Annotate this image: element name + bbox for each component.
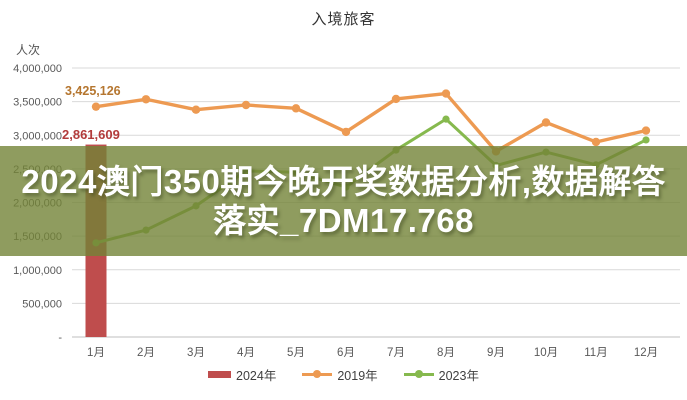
watermark-text-line2: 落实_7DM17.768 (213, 202, 474, 239)
x-tick-label: 9月 (487, 347, 505, 359)
chart-legend: 2024年 2019年 2023年 (0, 365, 687, 384)
marker-2019年 (291, 104, 301, 113)
legend-line-swatch-icon (403, 370, 434, 379)
x-tick-label: 6月 (337, 347, 355, 359)
legend-label-2023: 2023年 (438, 369, 479, 383)
legend-bar-swatch-icon (208, 371, 232, 378)
y-tick-label: 3,500,000 (13, 97, 62, 109)
marker-2019年 (641, 126, 651, 135)
legend-line-swatch-icon (302, 370, 333, 379)
legend-label-2024: 2024年 (236, 369, 277, 383)
marker-2019年 (241, 100, 251, 110)
marker-2019年 (341, 127, 351, 137)
marker-2019年 (91, 102, 101, 111)
x-tick-label: 12月 (634, 347, 658, 359)
y-tick-label: - (58, 332, 62, 344)
x-tick-label: 10月 (534, 347, 558, 359)
marker-2023年 (442, 115, 450, 123)
legend-item-2023: 2023年 (403, 365, 479, 384)
y-tick-label: 1,000,000 (13, 265, 62, 277)
x-tick-label: 5月 (287, 347, 305, 359)
marker-2019年 (591, 137, 601, 147)
marker-2019年 (541, 118, 551, 127)
x-tick-label: 2月 (137, 347, 155, 359)
x-tick-label: 8月 (437, 347, 455, 359)
marker-2019年 (391, 94, 401, 104)
x-tick-label: 7月 (387, 347, 405, 359)
legend-item-2024: 2024年 (208, 365, 276, 384)
marker-2019年 (191, 105, 201, 114)
x-tick-label: 1月 (87, 347, 105, 359)
x-tick-label: 11月 (584, 347, 607, 359)
data-label-2019-jan: 3,425,126 (65, 84, 121, 98)
y-axis-unit-label: 人次 (16, 43, 41, 57)
marker-2019年 (141, 95, 151, 104)
watermark-text-line1: 2024澳门350期今晚开奖数据分析,数据解答 (21, 163, 666, 200)
marker-2019年 (441, 89, 451, 98)
x-tick-label: 4月 (237, 347, 255, 359)
legend-item-2019: 2019年 (302, 365, 378, 384)
y-tick-label: 3,000,000 (13, 130, 62, 142)
marker-2023年 (642, 136, 650, 144)
legend-label-2019: 2019年 (337, 369, 378, 383)
watermark-banner: 2024澳门350期今晚开奖数据分析,数据解答 落实_7DM17.768 (0, 146, 687, 256)
line-2019年 (94, 91, 648, 154)
y-tick-label: 500,000 (22, 298, 62, 310)
chart-title: 入境旅客 (311, 11, 376, 28)
data-label-2024-jan: 2,861,609 (62, 127, 120, 142)
x-tick-label: 3月 (187, 347, 205, 359)
y-tick-label: 4,000,000 (13, 63, 62, 75)
